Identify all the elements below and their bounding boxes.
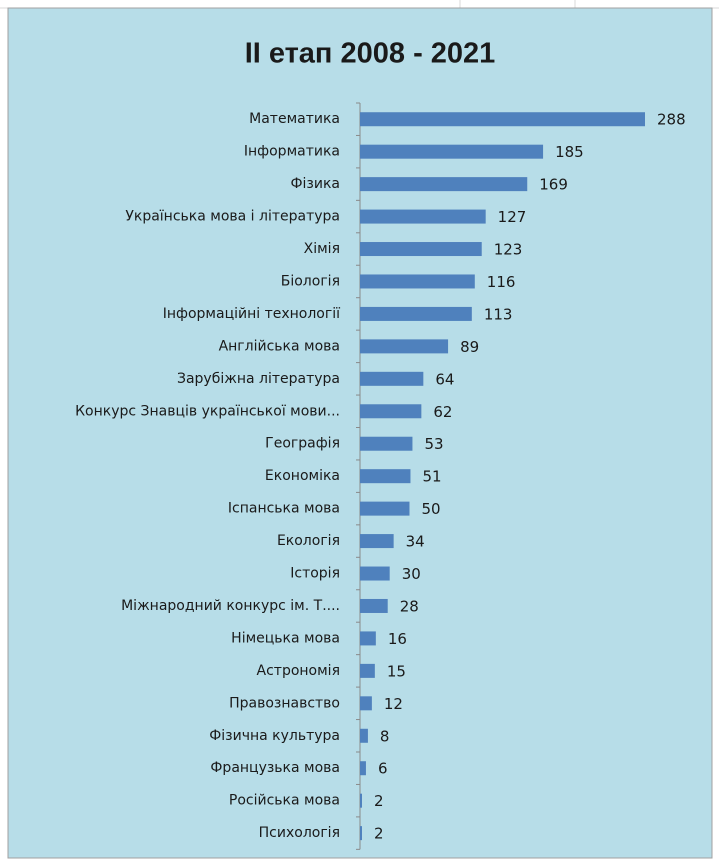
y-tick-label: Іспанська мова [228, 501, 340, 517]
data-label: 64 [435, 370, 454, 388]
bar [360, 826, 362, 841]
bar [360, 144, 544, 159]
data-label: 185 [555, 143, 584, 161]
y-tick-label: Конкурс Знавців української мови... [75, 403, 340, 419]
data-label: 8 [380, 727, 390, 745]
data-label: 53 [424, 435, 443, 453]
y-tick-label: Англійська мова [219, 338, 340, 354]
y-tick-label: Фізична культура [209, 728, 340, 744]
bar [360, 598, 388, 613]
data-label: 2 [374, 792, 384, 810]
y-tick-label: Біологія [281, 273, 340, 289]
data-label: 123 [494, 241, 523, 259]
y-tick-label: Математика [249, 111, 340, 127]
bar [360, 566, 390, 581]
y-tick-label: Фізика [290, 176, 340, 192]
y-tick-label: Астрономія [257, 663, 340, 679]
bar [360, 761, 366, 776]
data-label: 50 [421, 500, 440, 518]
y-tick-label: Географія [265, 436, 340, 452]
bar [360, 242, 482, 257]
data-label: 16 [388, 630, 407, 648]
y-tick-label: Французька мова [210, 760, 340, 776]
data-label: 169 [539, 176, 568, 194]
bar [360, 631, 376, 646]
data-label: 2 [374, 825, 384, 843]
data-label: 15 [387, 662, 406, 680]
data-label: 12 [384, 695, 403, 713]
bar [360, 534, 394, 549]
y-tick-label: Хімія [304, 241, 340, 257]
y-tick-label: Німецька мова [231, 630, 340, 646]
bar [360, 209, 486, 224]
data-label: 30 [402, 565, 421, 583]
y-tick-label: Зарубіжна література [177, 371, 340, 387]
bar [360, 112, 645, 127]
y-tick-label: Історія [290, 566, 340, 582]
bar [360, 728, 368, 743]
data-label: 34 [406, 533, 425, 551]
data-label: 6 [378, 760, 388, 778]
bar [360, 177, 528, 192]
y-tick-label: Екологія [277, 533, 340, 549]
y-tick-label: Інформаційні технології [163, 306, 340, 322]
data-label: 116 [487, 273, 516, 291]
bar [360, 793, 362, 808]
y-tick-label: Російська мова [229, 793, 340, 809]
y-tick-label: Економіка [265, 468, 340, 484]
data-label: 127 [498, 208, 527, 226]
data-label: 288 [657, 111, 686, 129]
bar [360, 404, 422, 419]
bar [360, 469, 411, 484]
data-label: 62 [433, 403, 452, 421]
bar [360, 501, 410, 516]
y-tick-label: Міжнародний конкурс ім. Т.... [121, 598, 340, 614]
data-label: 28 [400, 597, 419, 615]
bar [360, 339, 449, 354]
bar [360, 663, 375, 678]
bar [360, 371, 424, 386]
y-tick-label: Правознавство [229, 695, 340, 711]
bar [360, 696, 372, 711]
data-label: 51 [422, 468, 441, 486]
y-tick-label: Інформатика [244, 144, 340, 160]
bar [360, 436, 413, 451]
y-tick-label: Українська мова і література [125, 209, 340, 225]
bar [360, 306, 472, 321]
chart-title: ІІ етап 2008 - 2021 [245, 38, 496, 70]
data-label: 113 [484, 305, 513, 323]
bar [360, 274, 475, 289]
data-label: 89 [460, 338, 479, 356]
y-tick-label: Психологія [259, 825, 340, 841]
